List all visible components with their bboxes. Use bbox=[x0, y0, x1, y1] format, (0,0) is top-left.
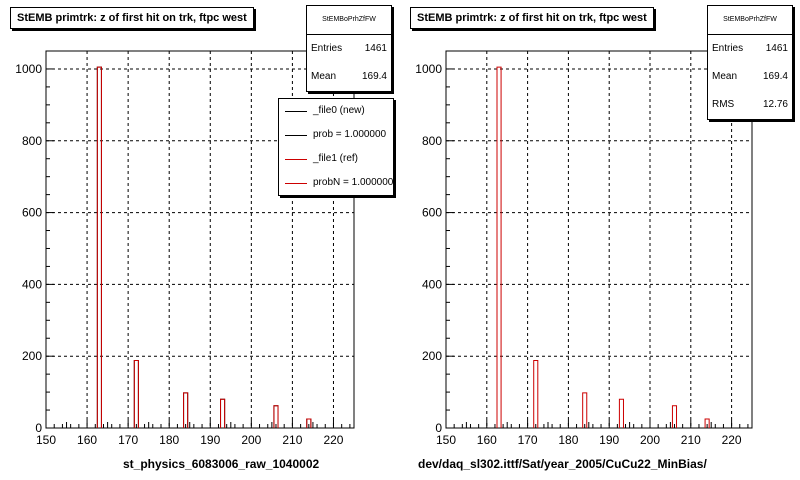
left-histogram-bar-series0 bbox=[133, 359, 139, 428]
right-xtick-label: 220 bbox=[722, 433, 742, 447]
left-stats-entries-row: Entries 1461 bbox=[307, 35, 391, 63]
legend-entry-file0: _file0 (new) bbox=[279, 99, 393, 123]
right-stats-name: StEMBoPrhZfFW bbox=[708, 6, 792, 35]
right-xtick-label: 210 bbox=[681, 433, 701, 447]
left-histogram-bar-series1 bbox=[306, 418, 312, 428]
right-xtick-label: 180 bbox=[558, 433, 578, 447]
legend-label-prob: prob = 1.000000 bbox=[313, 129, 387, 140]
plot-right-frame: 150 160 170 180 190 200 210 220 0 200 400 600 800 100… bbox=[415, 50, 753, 447]
legend-line-file0 bbox=[285, 111, 307, 112]
right-stats-rms-label: RMS bbox=[712, 99, 735, 110]
left-footer-label: st_physics_6083006_raw_1040002 bbox=[123, 457, 320, 471]
left-xtick-label: 150 bbox=[36, 433, 56, 447]
right-histogram-bar-series0 bbox=[582, 392, 588, 428]
left-xtick-label: 160 bbox=[77, 433, 97, 447]
left-xtick-label: 220 bbox=[323, 433, 343, 447]
right-stats-entries-label: Entries bbox=[712, 43, 744, 54]
left-histogram-bar-series1 bbox=[133, 359, 139, 428]
right-xtick-label: 170 bbox=[518, 433, 538, 447]
left-ytick-label: 200 bbox=[22, 349, 42, 363]
left-legend: _file0 (new) prob = 1.000000 _file1 (ref… bbox=[278, 98, 394, 196]
left-stats-name: StEMBoPrhZfFW bbox=[307, 6, 391, 35]
left-axes-frame bbox=[45, 50, 355, 429]
right-stats-entries-value: 1461 bbox=[765, 43, 788, 54]
left-xtick-label: 210 bbox=[282, 433, 302, 447]
right-xtick-label: 200 bbox=[640, 433, 660, 447]
left-xtick-label: 180 bbox=[159, 433, 179, 447]
left-histogram-bar-series0 bbox=[96, 66, 102, 428]
left-histogram-bar-series1 bbox=[183, 392, 189, 428]
left-ytick-label: 400 bbox=[22, 277, 42, 291]
right-histogram-bar-series0 bbox=[671, 405, 678, 428]
right-histogram-bar-series0 bbox=[618, 398, 624, 428]
right-ytick-label: 0 bbox=[435, 421, 442, 435]
right-stats-mean-row: Mean 169.4 bbox=[708, 63, 792, 91]
right-histogram-bar-series0 bbox=[704, 418, 710, 428]
legend-line-file1 bbox=[285, 159, 307, 160]
right-stats-entries-row: Entries 1461 bbox=[708, 35, 792, 63]
right-ytick-label: 1000 bbox=[415, 62, 442, 76]
left-plot-title-text: StEMB primtrk: z of first hit on trk, ft… bbox=[17, 12, 247, 24]
right-ytick-label: 200 bbox=[422, 349, 442, 363]
right-ytick-label: 400 bbox=[422, 277, 442, 291]
left-plot-title: StEMB primtrk: z of first hit on trk, ft… bbox=[10, 7, 254, 29]
left-stats-entries-value: 1461 bbox=[364, 43, 387, 54]
legend-label-file0: _file0 (new) bbox=[313, 105, 365, 116]
left-stats-mean-value: 169.4 bbox=[361, 71, 387, 82]
left-xtick-label: 200 bbox=[241, 433, 261, 447]
right-stats-mean-value: 169.4 bbox=[762, 71, 788, 82]
left-histogram-bar-series1 bbox=[96, 66, 102, 428]
right-ytick-label: 600 bbox=[422, 206, 442, 220]
right-axes-frame bbox=[445, 50, 753, 429]
legend-entry-file1: _file1 (ref) bbox=[279, 147, 393, 171]
right-histogram-bar-series0 bbox=[533, 359, 539, 428]
left-stats-mean-label: Mean bbox=[311, 71, 337, 82]
right-stats-mean-label: Mean bbox=[712, 71, 738, 82]
left-stats-entries-label: Entries bbox=[311, 43, 343, 54]
left-xtick-label: 170 bbox=[118, 433, 138, 447]
legend-entry-prob: prob = 1.000000 bbox=[279, 123, 393, 147]
right-footer-label: dev/daq_sl302.ittf/Sat/year_2005/CuCu22_… bbox=[418, 457, 707, 471]
left-histogram-bar-series1 bbox=[273, 405, 279, 428]
left-histogram-bar-series0 bbox=[220, 398, 226, 428]
right-plot-title-text: StEMB primtrk: z of first hit on trk, ft… bbox=[417, 12, 647, 24]
right-plot-title: StEMB primtrk: z of first hit on trk, ft… bbox=[410, 7, 654, 29]
left-histogram-bar-series0 bbox=[183, 392, 189, 428]
right-histogram-bar-series0 bbox=[496, 66, 502, 428]
left-stats-box: StEMBoPrhZfFW Entries 1461 Mean 169.4 bbox=[306, 5, 392, 92]
legend-label-file1: _file1 (ref) bbox=[313, 153, 359, 164]
legend-label-probn: probN = 1.000000 bbox=[313, 177, 394, 188]
right-stats-rms-value: 12.76 bbox=[762, 99, 788, 110]
legend-line-prob bbox=[285, 135, 307, 136]
left-ytick-label: 600 bbox=[22, 206, 42, 220]
left-histogram-bar-series1 bbox=[220, 398, 226, 428]
right-stats-rms-row: RMS 12.76 bbox=[708, 91, 792, 119]
legend-entry-probn: probN = 1.000000 bbox=[279, 171, 393, 195]
right-xtick-label: 150 bbox=[436, 433, 456, 447]
legend-line-probn bbox=[285, 183, 307, 184]
left-xtick-label: 190 bbox=[200, 433, 220, 447]
right-xtick-label: 160 bbox=[477, 433, 497, 447]
right-ytick-label: 800 bbox=[422, 134, 442, 148]
right-stats-box: StEMBoPrhZfFW Entries 1461 Mean 169.4 RM… bbox=[707, 5, 793, 120]
left-ytick-label: 800 bbox=[22, 134, 42, 148]
left-ytick-label: 1000 bbox=[15, 62, 42, 76]
left-stats-mean-row: Mean 169.4 bbox=[307, 63, 391, 91]
right-xtick-label: 190 bbox=[599, 433, 619, 447]
left-ytick-label: 0 bbox=[35, 421, 42, 435]
